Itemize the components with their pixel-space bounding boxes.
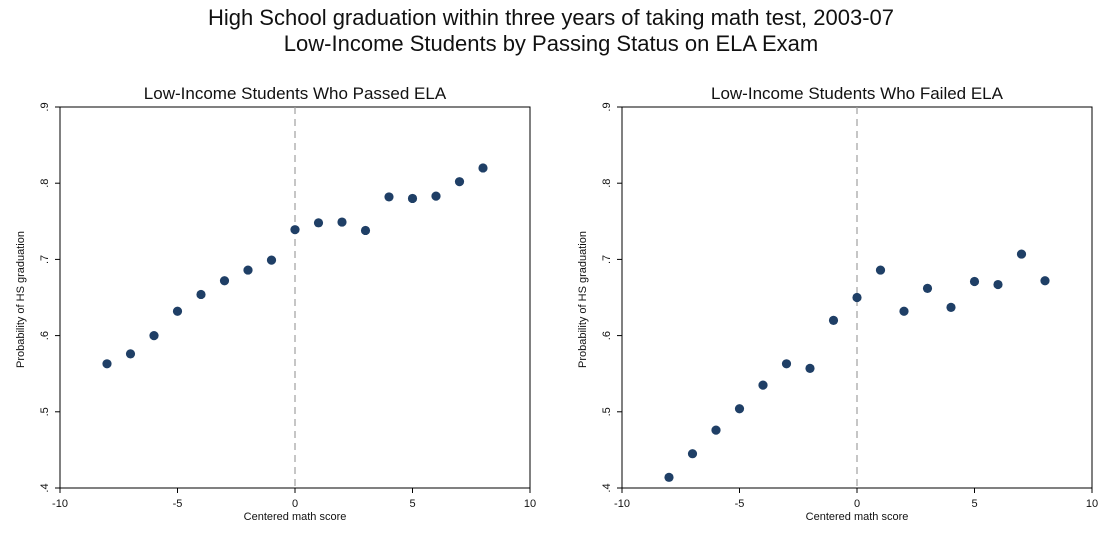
data-point-failed [664, 472, 674, 482]
x-tick-label-failed: -10 [614, 498, 630, 510]
y-tick-label-passed: .5 [39, 407, 51, 416]
data-point-passed [407, 193, 418, 204]
y-tick-label-failed: .4 [601, 483, 613, 492]
data-point-passed [243, 265, 253, 275]
data-point-passed [125, 349, 136, 359]
y-tick-label-failed: .5 [601, 407, 613, 416]
y-tick-label-passed: .4 [39, 483, 51, 492]
data-point-passed [431, 191, 441, 201]
data-point-passed [172, 306, 183, 316]
data-point-failed [899, 306, 909, 316]
data-point-passed [337, 217, 347, 227]
figure-subtitle: Low-Income Students by Passing Status on… [283, 31, 819, 56]
data-point-failed [711, 425, 721, 435]
data-point-passed [360, 225, 371, 236]
data-point-passed [266, 255, 277, 265]
data-point-failed [969, 276, 980, 287]
data-point-failed [1016, 249, 1027, 259]
data-point-passed [290, 225, 300, 235]
x-tick-label-passed: 10 [524, 498, 536, 510]
data-point-failed [875, 265, 886, 275]
data-point-failed [852, 292, 862, 303]
x-tick-label-failed: -5 [735, 498, 745, 510]
x-tick-label-passed: 0 [292, 498, 298, 510]
y-tick-label-failed: .8 [601, 179, 613, 188]
x-axis-label-failed: Centered math score [806, 511, 909, 523]
x-tick-label-failed: 10 [1086, 498, 1098, 510]
y-axis-label-passed: Probability of HS graduation [15, 231, 27, 368]
panel-title-passed: Low-Income Students Who Passed ELA [144, 84, 447, 103]
data-point-passed [196, 289, 206, 300]
x-tick-label-failed: 5 [971, 498, 977, 510]
data-point-failed [734, 404, 745, 414]
y-tick-label-failed: .7 [601, 255, 613, 264]
data-point-passed [313, 218, 324, 228]
data-point-failed [781, 359, 792, 369]
data-point-passed [384, 192, 394, 202]
data-point-failed [805, 363, 815, 373]
data-point-passed [149, 331, 159, 341]
y-tick-label-failed: .6 [601, 331, 613, 340]
panel-title-failed: Low-Income Students Who Failed ELA [711, 84, 1004, 103]
x-tick-label-failed: 0 [854, 498, 860, 510]
y-axis-label-failed: Probability of HS graduation [577, 231, 589, 368]
data-point-passed [454, 177, 465, 187]
data-point-failed [828, 315, 839, 325]
y-tick-label-passed: .6 [39, 331, 51, 340]
data-point-failed [687, 449, 698, 459]
y-tick-label-failed: .9 [601, 102, 613, 111]
x-tick-label-passed: 5 [409, 498, 415, 510]
x-axis-label-passed: Centered math score [244, 511, 347, 523]
data-point-failed [758, 380, 768, 390]
x-tick-label-passed: -5 [173, 498, 183, 510]
data-point-failed [1040, 276, 1050, 286]
y-tick-label-passed: .7 [39, 255, 51, 264]
figure-title: High School graduation within three year… [207, 5, 895, 30]
data-point-passed [102, 359, 112, 369]
plot-frame-passed [59, 106, 531, 489]
y-tick-label-passed: .8 [39, 179, 51, 188]
x-tick-label-passed: -10 [52, 498, 68, 510]
data-point-failed [946, 302, 956, 313]
data-point-passed [219, 276, 230, 286]
y-tick-label-passed: .9 [39, 102, 51, 111]
data-point-failed [993, 279, 1003, 290]
data-point-failed [922, 283, 933, 293]
data-point-passed [478, 163, 488, 173]
